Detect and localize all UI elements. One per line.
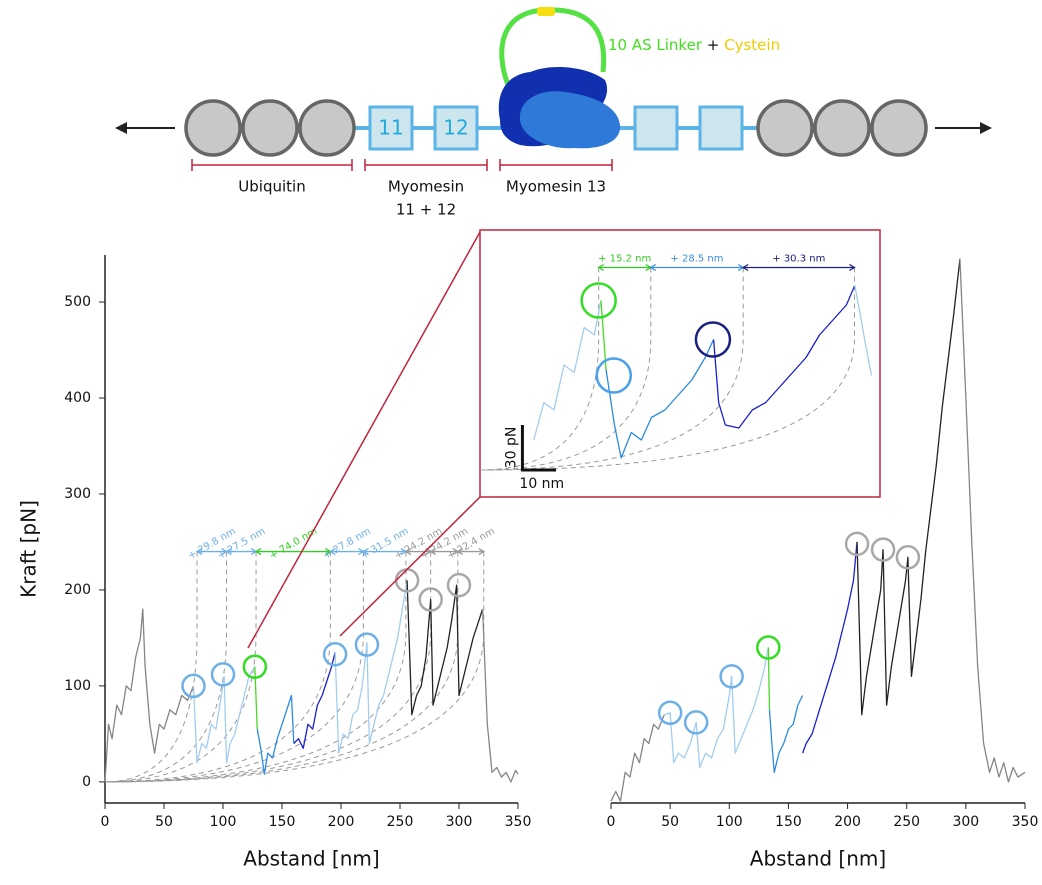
domain-label: 12 xyxy=(443,116,468,140)
x-tick-label: 50 xyxy=(155,814,173,830)
ubiquitin-domain xyxy=(872,101,926,155)
y-tick-label: 500 xyxy=(64,294,91,310)
extension-label: + 28.5 nm xyxy=(670,254,723,265)
domain-label: 11 xyxy=(378,116,403,140)
y-tick-label: 300 xyxy=(64,486,91,502)
arrow-head xyxy=(115,122,127,134)
bracket xyxy=(500,159,612,171)
x-tick-label: 250 xyxy=(387,814,414,830)
trace xyxy=(407,580,483,714)
trace xyxy=(255,667,257,729)
x-tick-label: 50 xyxy=(661,814,679,830)
bracket xyxy=(192,159,352,171)
x-tick-label: 0 xyxy=(101,814,110,830)
x-tick-label: 150 xyxy=(269,814,296,830)
x-axis-label: Abstand [nm] xyxy=(750,847,886,871)
trace xyxy=(768,648,769,710)
bracket xyxy=(365,159,487,171)
bracket-label: 11 + 12 xyxy=(396,201,456,219)
trace xyxy=(611,715,664,801)
peak-marker xyxy=(448,574,470,596)
bracket-label: Myomesin 13 xyxy=(506,178,606,196)
arrow-head xyxy=(980,122,992,134)
zoom-line xyxy=(340,497,480,636)
trace xyxy=(770,696,803,773)
ubiquitin-domain xyxy=(243,101,297,155)
ubiquitin-domain xyxy=(815,101,869,155)
fit-curve xyxy=(105,552,458,782)
x-tick-label: 100 xyxy=(210,814,237,830)
trace xyxy=(105,609,194,782)
x-tick-label: 350 xyxy=(1012,814,1039,830)
x-tick-label: 200 xyxy=(834,814,861,830)
cysteine-text: Cystein xyxy=(724,36,780,54)
ubiquitin-domain xyxy=(300,101,354,155)
scale-bar-label: 30 pN xyxy=(503,427,519,469)
myomesin-domain xyxy=(635,107,677,149)
x-tick-label: 250 xyxy=(893,814,920,830)
trace xyxy=(803,542,857,753)
y-axis-label: Kraft [pN] xyxy=(17,500,41,598)
bracket-label: Myomesin xyxy=(388,178,464,196)
y-tick-label: 100 xyxy=(64,678,91,694)
y-tick-label: 400 xyxy=(64,390,91,406)
fit-curve xyxy=(105,552,256,782)
y-tick-label: 0 xyxy=(82,774,91,790)
inset-connector xyxy=(248,230,880,648)
extension-label: + 30.3 nm xyxy=(772,254,825,265)
trace xyxy=(960,259,1025,782)
trace xyxy=(335,580,407,753)
bracket-label: Ubiquitin xyxy=(238,178,305,196)
x-tick-label: 0 xyxy=(607,814,616,830)
scale-bar-label: 10 nm xyxy=(519,476,564,492)
cysteine xyxy=(537,7,555,16)
fit-curve xyxy=(105,552,363,782)
x-tick-label: 200 xyxy=(328,814,355,830)
fit-curve xyxy=(105,552,197,782)
x-tick-label: 300 xyxy=(446,814,473,830)
linker-label: 10 AS Linker + Cystein xyxy=(608,36,780,54)
figure: 11 12 10 AS Linker + Cystein Ubiquitin M… xyxy=(0,0,1042,885)
extension-label: + 74.0 nm xyxy=(268,526,319,562)
x-axis-label: Abstand [nm] xyxy=(243,847,379,871)
trace xyxy=(257,696,294,775)
extension-label: + 15.2 nm xyxy=(598,254,651,265)
y-tick-label: 200 xyxy=(64,582,91,598)
ubiquitin-domain xyxy=(186,101,240,155)
schematic: 11 12 10 AS Linker + Cystein Ubiquitin M… xyxy=(115,7,992,219)
plus-text: + xyxy=(707,36,720,54)
fit-curve xyxy=(105,552,227,782)
linker-text: 10 AS Linker xyxy=(608,36,703,54)
x-tick-label: 350 xyxy=(505,814,532,830)
ubiquitin-domain xyxy=(758,101,812,155)
zoom-line xyxy=(248,232,480,648)
fit-curve xyxy=(105,552,330,782)
trace xyxy=(483,609,518,782)
x-tick-label: 300 xyxy=(952,814,979,830)
x-tick-label: 100 xyxy=(716,814,743,830)
fit-curve xyxy=(105,552,484,782)
left-chart: 0 50 100 150 200 250 300 350 0 100 200 300 400 500 Abs… xyxy=(17,255,532,871)
myomesin-domain xyxy=(700,107,742,149)
x-tick-label: 150 xyxy=(775,814,802,830)
